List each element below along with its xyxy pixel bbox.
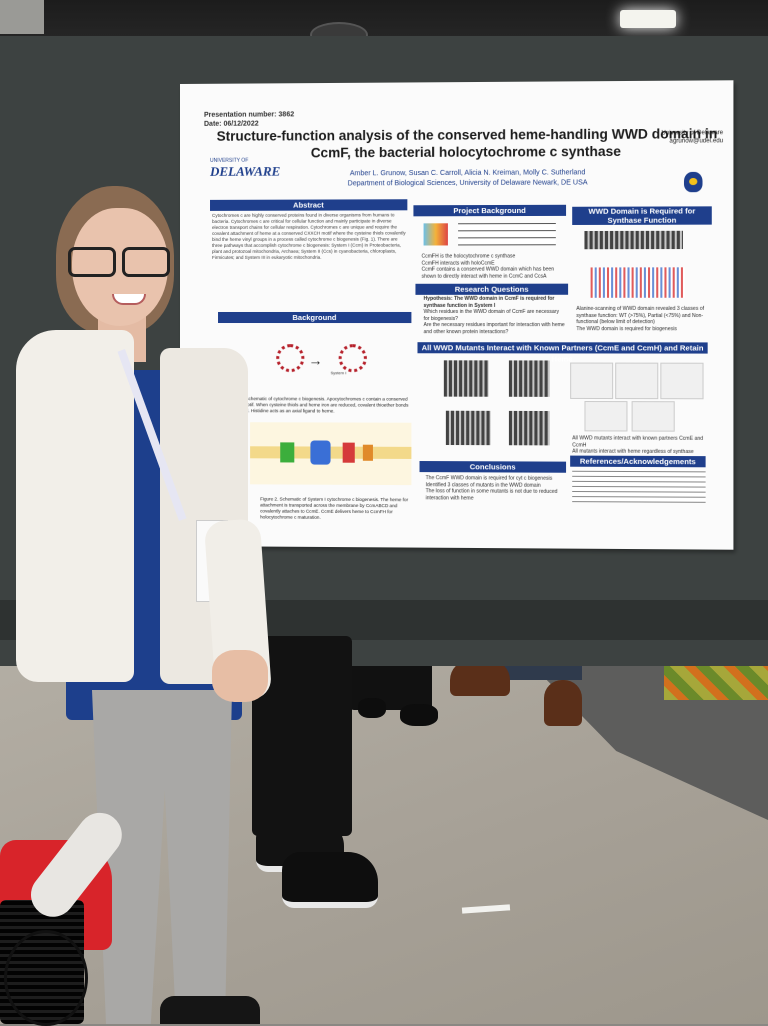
research-poster: Presentation number: 3862 Date: 06/12/20… xyxy=(180,80,733,549)
department: Department of Biological Sciences, Unive… xyxy=(300,178,635,189)
protein-structure-icon xyxy=(424,223,448,245)
list-item: Hypothesis: The WWD domain in CcmF is re… xyxy=(424,296,566,309)
presentation-number: Presentation number: 3862 xyxy=(204,111,294,119)
spectra-graph xyxy=(660,363,703,400)
western-blot-image xyxy=(509,411,550,445)
project-bullet-list: CcmFH is the holocytochrome c synthase C… xyxy=(422,253,564,279)
protein-icon xyxy=(280,442,294,462)
spectra-graph xyxy=(570,363,613,400)
abstract-text: Cytochromes c are highly conserved prote… xyxy=(212,212,407,309)
black-sneaker-right xyxy=(282,852,378,908)
conclusions-header: Conclusions xyxy=(420,461,567,473)
system-label: System I xyxy=(331,370,347,375)
western-blot-image xyxy=(444,360,489,396)
heme-stain-graph xyxy=(632,401,675,432)
conclusion-bullet-list: The CcmF WWD domain is required for cyt … xyxy=(426,475,566,502)
presenter-shoe xyxy=(160,996,260,1024)
heme-icon xyxy=(276,344,304,372)
black-flat-shoe-right xyxy=(400,704,438,726)
membrane-band xyxy=(250,446,411,459)
project-background-header: Project Background xyxy=(413,205,566,217)
wwd-required-header: WWD Domain is Required for Synthase Func… xyxy=(572,206,712,225)
research-bullet-list: Hypothesis: The WWD domain in CcmF is re… xyxy=(424,296,566,335)
black-flat-shoe-left xyxy=(358,698,386,718)
list-item: The loss of function in some mutants is … xyxy=(426,488,566,502)
list-item: The WWD domain is required for biogenesi… xyxy=(576,326,712,333)
logo-line2: DELAWARE xyxy=(210,164,280,180)
list-item: Which residues in the WWD domain of CcmF… xyxy=(424,309,566,322)
list-item: Are the necessary residues important for… xyxy=(424,322,566,335)
presenter-cardigan-left xyxy=(16,330,134,682)
list-item: Alanine-scanning of WWD domain revealed … xyxy=(576,306,712,326)
abstract-header: Abstract xyxy=(210,199,407,211)
sequence-alignment-figure xyxy=(422,219,560,250)
spectra-graph xyxy=(615,363,658,400)
references-header: References/Acknowledgements xyxy=(570,456,705,468)
protein-icon xyxy=(343,443,355,463)
ceiling-light xyxy=(620,10,676,28)
university-logo: UNIVERSITY OF DELAWARE xyxy=(210,158,280,190)
list-item: CcmF contains a conserved WWD domain whi… xyxy=(422,266,564,279)
arrow-icon: → xyxy=(308,352,322,368)
western-blot-image xyxy=(584,231,682,249)
blue-hen-mascot-icon xyxy=(684,172,703,192)
mutants-interact-header: All WWD Mutants Interact with Known Part… xyxy=(417,342,707,353)
wwd-bullet-list: Alanine-scanning of WWD domain revealed … xyxy=(576,306,712,332)
eyeglasses-icon xyxy=(64,247,172,273)
heme-stain-graph xyxy=(584,401,627,431)
poster-title: Structure-function analysis of the conse… xyxy=(208,125,726,162)
figure1-diagram: → System I xyxy=(268,330,409,390)
figure2-membrane-diagram xyxy=(250,422,411,485)
alignment-rows xyxy=(458,223,556,245)
western-blot-image xyxy=(509,360,550,396)
protein-icon xyxy=(310,440,330,464)
poster-authors-block: Amber L. Grunow, Susan C. Carroll, Alici… xyxy=(300,168,635,189)
western-blot-image xyxy=(446,411,491,445)
bar-chart-figure xyxy=(591,267,685,297)
background-header: Background xyxy=(218,312,411,323)
references-text-block xyxy=(572,470,705,503)
brown-shoe-right xyxy=(544,680,582,726)
heme-icon xyxy=(339,344,367,372)
presenter-clasped-hands xyxy=(212,650,268,702)
research-questions-header: Research Questions xyxy=(415,284,568,295)
list-item: All WWD mutants interact with known part… xyxy=(572,435,707,449)
bag-strap xyxy=(4,930,88,1026)
protein-icon xyxy=(363,445,373,461)
figure2-caption: Figure 2. Schematic of System I cytochro… xyxy=(260,496,411,533)
pillar xyxy=(0,0,44,34)
